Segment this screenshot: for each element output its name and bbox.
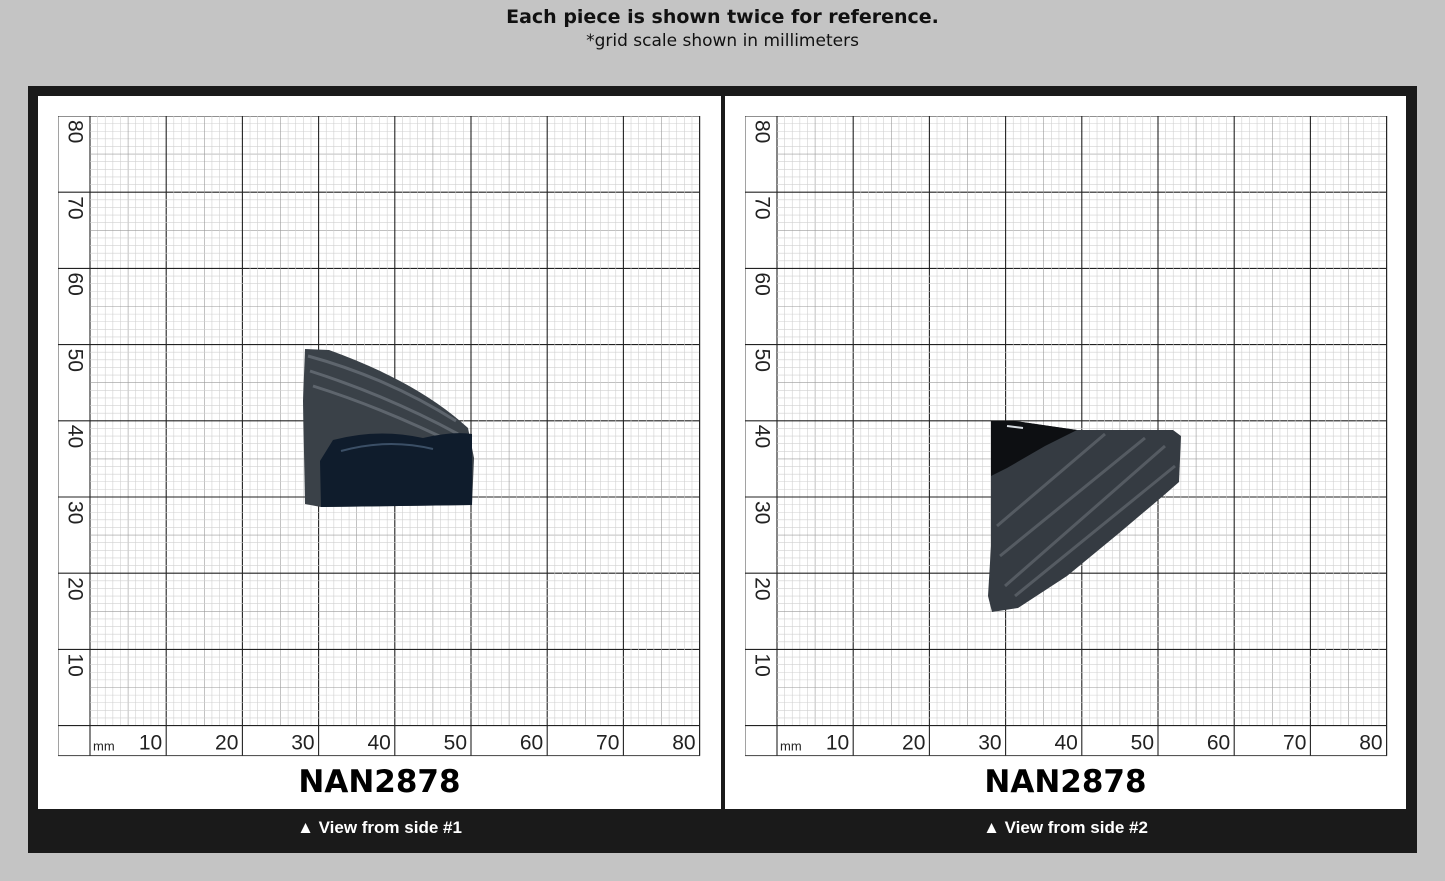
y-tick-label: 40: [750, 425, 773, 448]
photo-frame: mm 10 20 30 40 50 60 70 80 10 20 30 40 5…: [28, 86, 1417, 853]
x-tick-label: 20: [215, 732, 238, 755]
x-tick-label: 10: [826, 732, 849, 755]
y-tick-label: 20: [63, 577, 86, 600]
specimen-side-2: [988, 421, 1181, 612]
x-tick-label: 60: [1207, 732, 1230, 755]
mm-grid: mm 10 20 30 40 50 60 70 80 10 20 30 40 5…: [745, 116, 1388, 757]
y-tick-label: 60: [63, 272, 86, 295]
mm-grid: mm 10 20 30 40 50 60 70 80 10 20 30 40 5…: [58, 116, 701, 757]
x-tick-label: 20: [902, 732, 925, 755]
x-tick-label: 30: [291, 732, 314, 755]
y-tick-label: 80: [63, 120, 86, 143]
unit-label: mm: [93, 739, 115, 754]
photo-panel-side-1: mm 10 20 30 40 50 60 70 80 10 20 30 40 5…: [38, 96, 721, 809]
x-tick-label: 70: [596, 732, 619, 755]
y-tick-label: 70: [63, 196, 86, 219]
y-tick-label: 30: [750, 501, 773, 524]
y-tick-label: 80: [750, 120, 773, 143]
x-tick-label: 80: [672, 732, 695, 755]
grid-lines: [58, 116, 701, 757]
y-tick-label: 10: [63, 653, 86, 676]
y-tick-label: 70: [750, 196, 773, 219]
x-tick-label: 40: [367, 732, 390, 755]
x-tick-label: 80: [1359, 732, 1382, 755]
view-caption-side-1: ▲ View from side #1: [297, 818, 462, 837]
y-tick-label: 50: [750, 349, 773, 372]
unit-label: mm: [780, 739, 802, 754]
view-caption-side-2: ▲ View from side #2: [983, 818, 1148, 837]
grid-tick-labels: mm 10 20 30 40 50 60 70 80 10 20 30 40 5…: [63, 120, 695, 755]
x-tick-label: 60: [520, 732, 543, 755]
page-title: Each piece is shown twice for reference.: [506, 6, 939, 28]
x-tick-label: 40: [1054, 732, 1077, 755]
specimen-code: NAN2878: [298, 764, 461, 800]
y-tick-label: 30: [63, 501, 86, 524]
photo-panel-side-2: mm 10 20 30 40 50 60 70 80 10 20 30 40 5…: [725, 96, 1406, 809]
specimen-code: NAN2878: [984, 764, 1147, 800]
x-tick-label: 50: [1131, 732, 1154, 755]
x-tick-label: 10: [139, 732, 162, 755]
x-tick-label: 30: [978, 732, 1001, 755]
x-tick-label: 70: [1283, 732, 1306, 755]
page-subtitle: *grid scale shown in millimeters: [586, 31, 859, 51]
x-tick-label: 50: [444, 732, 467, 755]
grid-lines: [745, 116, 1388, 757]
y-tick-label: 60: [750, 272, 773, 295]
specimen-side-1: [303, 349, 474, 507]
y-tick-label: 10: [750, 653, 773, 676]
page-header: Each piece is shown twice for reference.…: [0, 0, 1445, 86]
grid-tick-labels: mm 10 20 30 40 50 60 70 80 10 20 30 40 5…: [750, 120, 1382, 755]
y-tick-label: 40: [63, 425, 86, 448]
y-tick-label: 50: [63, 349, 86, 372]
y-tick-label: 20: [750, 577, 773, 600]
